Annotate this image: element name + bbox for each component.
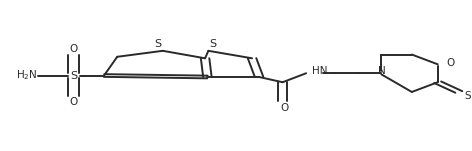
- Text: O: O: [446, 58, 455, 68]
- Text: O: O: [69, 97, 78, 107]
- Text: HN: HN: [312, 66, 328, 76]
- Text: S: S: [464, 91, 471, 101]
- Text: O: O: [281, 103, 289, 113]
- Text: N: N: [379, 66, 386, 76]
- Text: O: O: [69, 44, 78, 54]
- Text: H$_2$N: H$_2$N: [16, 69, 37, 82]
- Text: S: S: [210, 39, 217, 49]
- Text: S: S: [70, 71, 77, 80]
- Text: S: S: [154, 39, 161, 49]
